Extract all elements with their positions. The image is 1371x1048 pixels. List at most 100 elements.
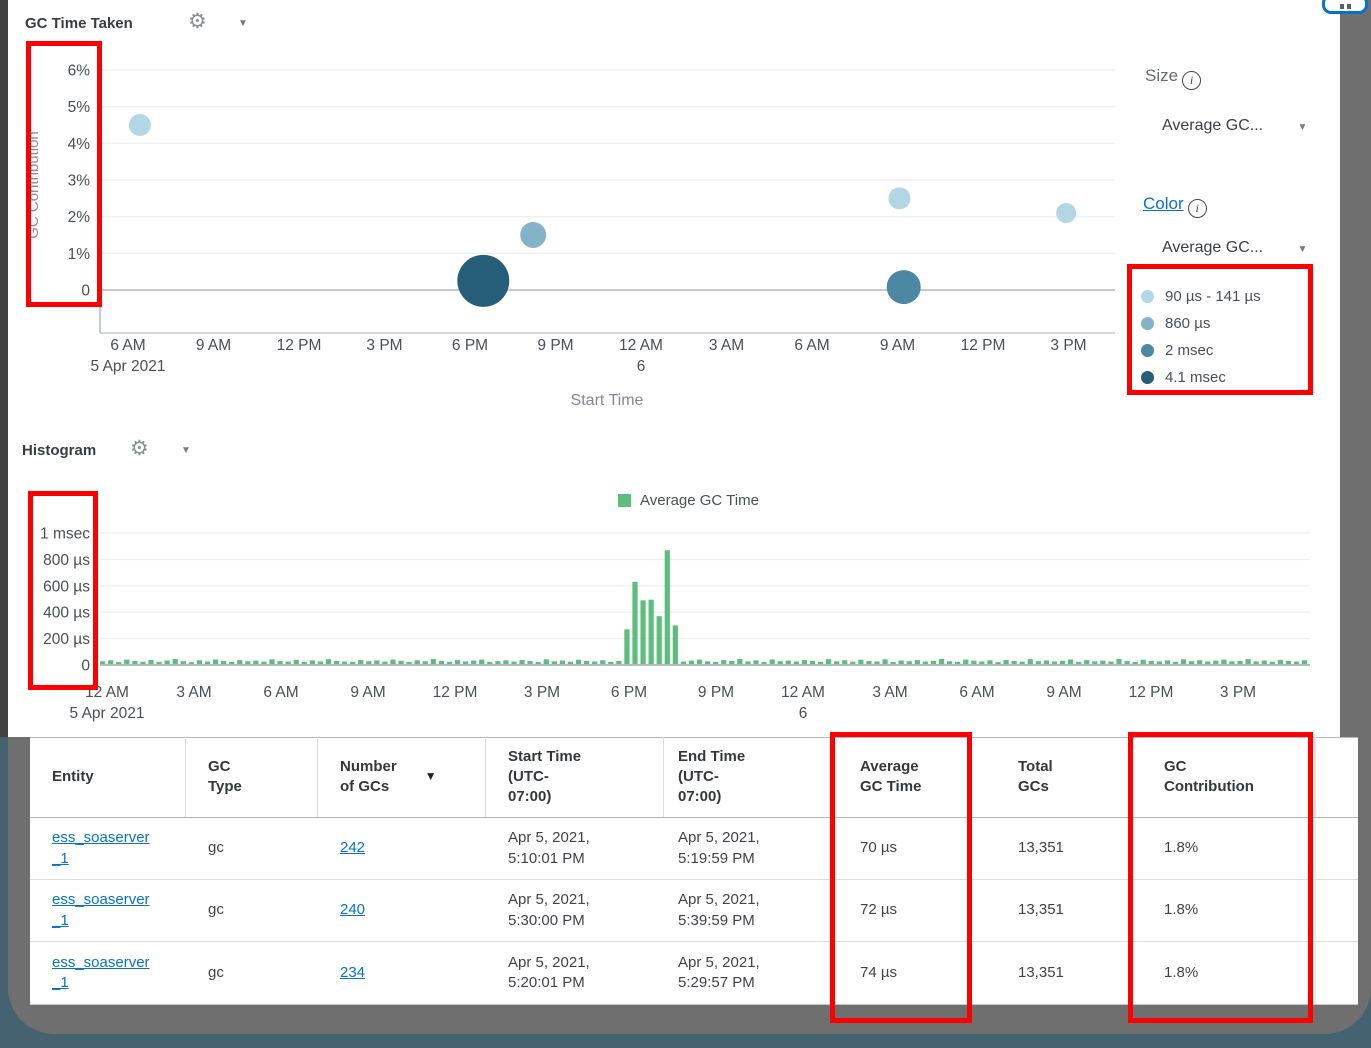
size-dropdown-value[interactable]: Average GC... [1162,117,1264,134]
gc-type-cell: gc [208,901,224,919]
color-legend: 90 µs - 141 µs 860 µs 2 msec 4.1 msec [1141,283,1261,391]
svg-text:1 msec: 1 msec [40,526,90,543]
svg-text:6 PM: 6 PM [452,337,488,354]
svg-text:3 PM: 3 PM [1220,684,1256,701]
legend-item: 4.1 msec [1141,364,1261,391]
sort-desc-icon[interactable]: ▼ [424,769,437,784]
total-gcs-cell: 13,351 [1018,901,1064,919]
svg-text:1%: 1% [68,246,91,263]
svg-text:6 PM: 6 PM [611,684,647,701]
svg-text:6: 6 [799,705,808,722]
table-row: ess_soaserver_1 gc 234 Apr 5, 2021, 5:20… [30,942,1358,1004]
entity-link[interactable]: ess_soaserver_1 [52,829,150,867]
legend-item: 2 msec [1141,337,1261,364]
svg-text:12 AM: 12 AM [619,337,663,354]
average-gc-time-histogram-chart[interactable]: 1 msec 800 µs 600 µs 400 µs 200 µs 0 12 AM 5 Ap… [0,500,1340,735]
histogram-menu-caret-icon[interactable]: ▼ [181,445,191,456]
color-dropdown-caret-icon[interactable]: ▼ [1297,244,1308,255]
average-gc-time-cell: 74 µs [860,963,897,981]
svg-text:3 AM: 3 AM [872,684,907,701]
table-row: ess_soaserver_1 gc 242 Apr 5, 2021, 5:10… [30,818,1358,880]
number-of-gcs-link[interactable]: 242 [340,839,366,857]
gc-time-taken-scatter-chart[interactable]: 6% 5% 4% 3% 2% 1% 0 6 AM 5 Apr 2021 9 AM 12 PM 3 PM… [0,55,1140,415]
svg-text:3 PM: 3 PM [524,684,560,701]
table-row: ess_soaserver_1 gc 240 Apr 5, 2021, 5:30… [30,880,1358,942]
legend-item-label: 860 µs [1165,315,1211,332]
svg-text:3 PM: 3 PM [1050,337,1086,354]
end-time-cell: Apr 5, 2021, 5:29:57 PM [678,953,760,991]
size-info-icon[interactable]: i [1182,71,1202,90]
legend-item: 90 µs - 141 µs [1141,283,1261,310]
row-gutter [1315,818,1358,879]
col-header-total-gcs: Total GCs [970,737,1130,817]
average-gc-time-cell: 72 µs [860,901,897,919]
histogram-section-title: Histogram [22,442,97,459]
scatter-gear-icon[interactable]: ⚙ [188,10,207,33]
scatter-menu-caret-icon[interactable]: ▼ [238,18,248,29]
svg-text:6 AM: 6 AM [263,684,298,701]
legend-item-label: 4.1 msec [1165,369,1226,386]
entity-link[interactable]: ess_soaserver_1 [52,891,150,929]
gc-type-cell: gc [208,963,224,981]
svg-text:3 AM: 3 AM [709,337,744,354]
total-gcs-cell: 13,351 [1018,839,1064,857]
svg-text:6: 6 [637,358,646,375]
svg-text:9 AM: 9 AM [1046,684,1081,701]
end-time-cell: Apr 5, 2021, 5:39:59 PM [678,891,760,929]
start-time-cell: Apr 5, 2021, 5:30:00 PM [508,891,590,929]
partial-button[interactable] [1322,0,1368,14]
col-header-number-of-gcs[interactable]: Number of GCs ▼ [318,737,486,817]
legend-dot-icon [1141,290,1154,303]
number-of-gcs-link[interactable]: 234 [340,963,366,981]
scatter-section-title: GC Time Taken [25,15,133,32]
svg-text:400 µs: 400 µs [43,605,90,622]
color-link[interactable]: Color [1143,194,1184,213]
histogram-legend-label: Average GC Time [640,492,759,509]
histogram-legend-swatch-icon [618,494,631,507]
histogram-legend: Average GC Time [618,492,759,509]
number-of-gcs-link[interactable]: 240 [340,901,366,919]
col-header-entity: Entity [30,737,186,817]
svg-text:3%: 3% [68,172,91,189]
color-dropdown-value[interactable]: Average GC... [1162,239,1264,256]
legend-dot-icon [1141,344,1154,357]
svg-text:4%: 4% [68,136,91,153]
svg-text:12 PM: 12 PM [277,337,322,354]
row-gutter [1315,880,1358,941]
svg-text:9 PM: 9 PM [698,684,734,701]
gc-contribution-cell: 1.8% [1164,839,1199,857]
size-label: Size [1145,66,1179,85]
svg-text:GC Contribution: GC Contribution [25,131,42,239]
svg-text:6 AM: 6 AM [110,337,145,354]
svg-text:5%: 5% [68,99,91,116]
color-dropdown[interactable]: Average GC... ▼ [1162,239,1307,257]
svg-text:9 PM: 9 PM [537,337,573,354]
color-info-icon[interactable]: i [1187,199,1207,218]
legend-item-label: 2 msec [1165,342,1214,359]
legend-dot-icon [1141,317,1154,330]
svg-text:12 PM: 12 PM [1129,684,1174,701]
svg-text:6 AM: 6 AM [959,684,994,701]
col-header-average-gc-time: Average GC Time [832,737,970,817]
histogram-gear-icon[interactable]: ⚙ [130,437,149,460]
gc-contribution-cell: 1.8% [1164,963,1199,981]
start-time-cell: Apr 5, 2021, 5:20:01 PM [508,953,590,991]
svg-text:0: 0 [81,283,90,300]
svg-text:3 AM: 3 AM [176,684,211,701]
legend-item-label: 90 µs - 141 µs [1165,288,1261,305]
svg-text:12 AM: 12 AM [781,684,825,701]
svg-text:2%: 2% [68,209,91,226]
svg-text:9 AM: 9 AM [196,337,231,354]
charts-panel [8,0,1340,737]
end-time-cell: Apr 5, 2021, 5:19:59 PM [678,829,760,867]
col-header-start-time: Start Time (UTC- 07:00) [486,737,664,817]
size-dropdown[interactable]: Average GC... ▼ [1162,117,1307,135]
header-gutter [1315,737,1358,817]
legend-dot-icon [1141,371,1154,384]
gc-table: Entity GC Type Number of GCs ▼ Start Time… [30,737,1358,1005]
svg-text:0: 0 [81,658,90,675]
entity-link[interactable]: ess_soaserver_1 [52,953,150,991]
legend-item: 860 µs [1141,310,1261,337]
size-dropdown-caret-icon[interactable]: ▼ [1297,122,1308,133]
svg-text:9 AM: 9 AM [350,684,385,701]
